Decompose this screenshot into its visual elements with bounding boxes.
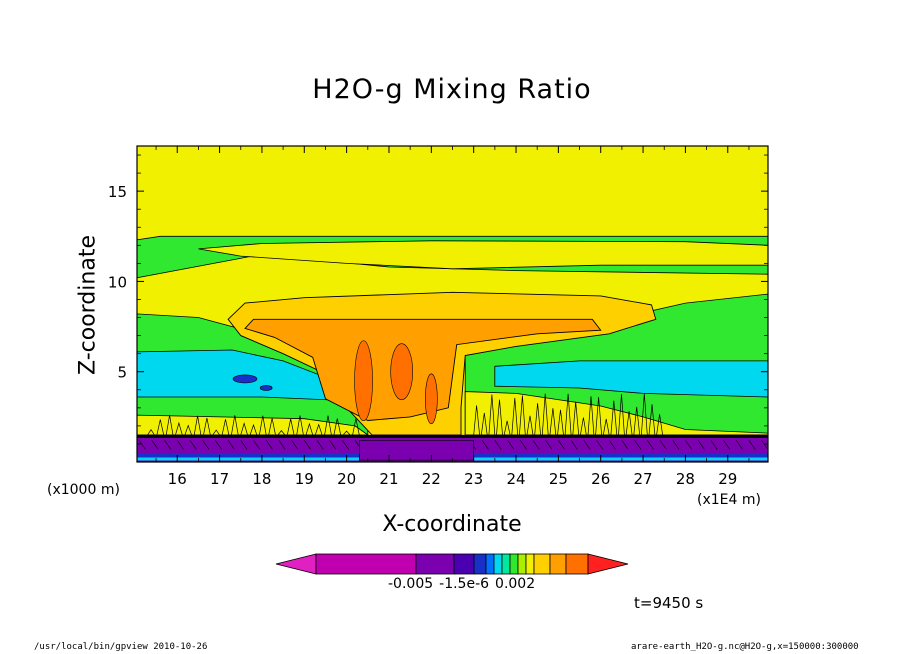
y-axis-unit: (x1000 m)	[47, 482, 120, 498]
x-tick-label: 27	[634, 470, 653, 488]
contour-spikes	[147, 393, 663, 436]
colorbar-label: -1.5e-6	[439, 576, 490, 592]
colorbar-cell	[473, 553, 487, 575]
y-tick-label: 5	[117, 364, 127, 382]
x-tick-label: 26	[591, 470, 610, 488]
region-core-3	[425, 373, 438, 425]
colorbar-label: -0.005	[388, 576, 434, 592]
x-tick-label: 19	[295, 470, 314, 488]
region-blue-blob	[232, 374, 258, 384]
colorbar-cell	[517, 553, 527, 575]
x-tick-label: 17	[210, 470, 229, 488]
y-tick-label: 15	[108, 183, 127, 201]
region-blue-blob-small	[259, 385, 273, 391]
colorbar-high-arrow	[587, 553, 629, 575]
colorbar-cell	[453, 553, 475, 575]
x-tick-label: 21	[379, 470, 398, 488]
colorbar-cell	[493, 553, 503, 575]
footer-left-note: /usr/local/bin/gpview 2010-10-26	[34, 642, 208, 652]
x-tick-label: 24	[506, 470, 525, 488]
colorbar-cell	[533, 553, 551, 575]
x-tick-label: 23	[464, 470, 483, 488]
chart-title: H2O-g Mixing Ratio	[312, 74, 592, 105]
region-core-1	[354, 340, 373, 422]
colorbar-cell	[565, 553, 589, 575]
y-tick-label: 10	[108, 273, 127, 291]
colorbar-cell	[315, 553, 417, 575]
region-surface-dry	[359, 440, 474, 461]
region-anvil-core	[244, 318, 602, 421]
x-tick-label: 18	[252, 470, 271, 488]
x-tick-label: 22	[422, 470, 441, 488]
colorbar-cell	[509, 553, 519, 575]
x-tick-label: 28	[676, 470, 695, 488]
colorbar-cell	[485, 553, 495, 575]
time-label: t=9450 s	[634, 594, 704, 612]
colorbar-cell	[415, 553, 455, 575]
x-tick-label: 29	[718, 470, 737, 488]
colorbar-low-arrow	[275, 553, 317, 575]
colorbar-cell	[501, 553, 511, 575]
region-core-2	[390, 343, 413, 401]
colorbar-cell	[549, 553, 567, 575]
x-tick-label: 20	[337, 470, 356, 488]
colorbar-labels: -0.005 -1.5e-6 0.002	[388, 576, 535, 592]
footer-right-note: arare-earth_H2O-g.nc@H2O-g,x=150000:3000…	[631, 642, 859, 652]
x-tick-label: 25	[549, 470, 568, 488]
x-axis-label: X-coordinate	[382, 512, 522, 537]
colorbar-label: 0.002	[495, 576, 536, 592]
x-axis-unit: (x1E4 m)	[697, 492, 761, 508]
contour-surface-top	[137, 434, 768, 438]
x-tick-label: 16	[168, 470, 187, 488]
colorbar-cell	[525, 553, 535, 575]
